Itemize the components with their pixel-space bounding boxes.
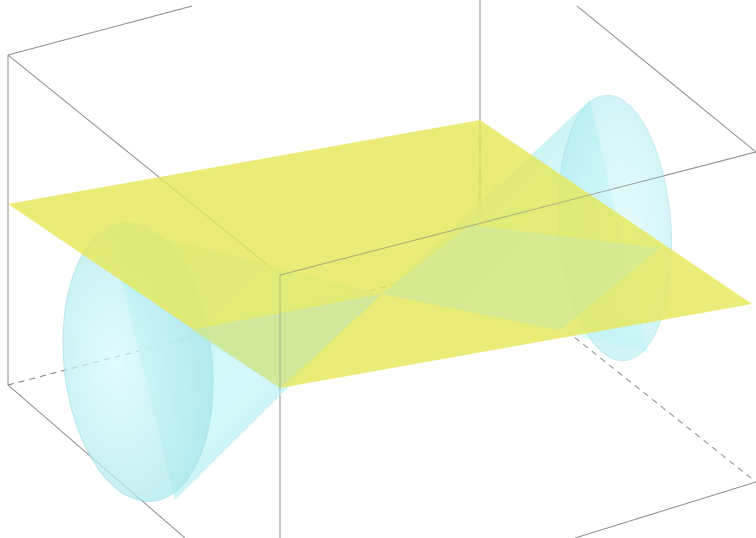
box-edge	[575, 482, 756, 538]
box-edge	[8, 6, 192, 55]
